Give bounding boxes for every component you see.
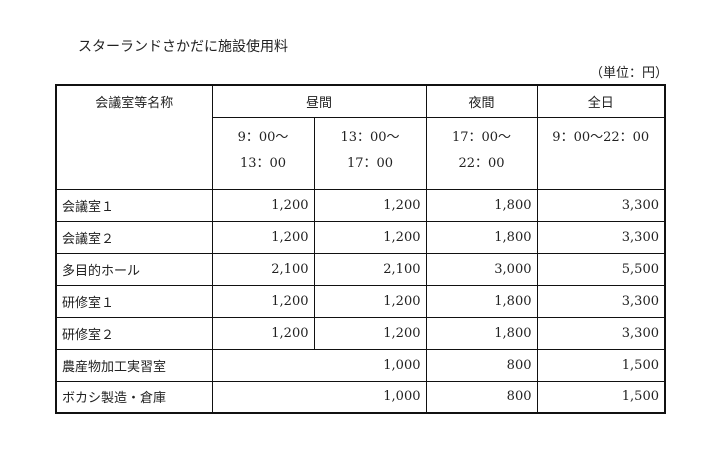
cell-allday: 3,300 xyxy=(536,316,666,350)
table-row: 多目的ホール 2,100 2,100 3,000 5,500 xyxy=(55,252,666,286)
header-name: 会議室等名称 xyxy=(55,84,213,190)
cell-night: 800 xyxy=(425,380,538,414)
table-row: 会議室１ 1,200 1,200 1,800 3,300 xyxy=(55,188,666,222)
cell-night: 800 xyxy=(425,348,538,382)
slot-end: 17：00 xyxy=(346,155,394,171)
cell-name: 農産物加工実習室 xyxy=(55,348,213,382)
cell-pm: 1,200 xyxy=(313,188,427,222)
cell-pm: 1,200 xyxy=(313,316,427,350)
slot-night: 17：00～ 22：00 xyxy=(425,116,538,190)
cell-night: 1,800 xyxy=(425,316,538,350)
table-row: 農産物加工実習室 1,000 800 1,500 xyxy=(55,348,666,382)
cell-allday: 1,500 xyxy=(536,380,666,414)
cell-daytime: 1,000 xyxy=(211,348,427,382)
cell-am: 1,200 xyxy=(211,220,315,254)
fee-table: 会議室等名称 昼間 夜間 全日 9：00～ 13：00 13：00～ 17：00 1… xyxy=(55,84,666,414)
slot-allday: 9：00～22：00 xyxy=(536,116,666,190)
cell-pm: 1,200 xyxy=(313,220,427,254)
slot-morning: 9：00～ 13：00 xyxy=(211,116,315,190)
table-row: 研修室２ 1,200 1,200 1,800 3,300 xyxy=(55,316,666,350)
header-allday: 全日 xyxy=(536,84,666,118)
cell-am: 1,200 xyxy=(211,316,315,350)
slot-end: 13：00 xyxy=(239,155,287,171)
slot-start: 17：00～ xyxy=(451,129,512,145)
header-slot-row: 9：00～ 13：00 13：00～ 17：00 17：00～ 22：00 9：00～… xyxy=(56,116,666,190)
cell-allday: 5,500 xyxy=(536,252,666,286)
cell-pm: 1,200 xyxy=(313,284,427,318)
cell-pm: 2,100 xyxy=(313,252,427,286)
table-row: 研修室１ 1,200 1,200 1,800 3,300 xyxy=(55,284,666,318)
unit-label: （単位：円） xyxy=(589,66,668,81)
page-title: スターランドさかだに施設使用料 xyxy=(78,39,288,55)
table-row: 会議室２ 1,200 1,200 1,800 3,300 xyxy=(55,220,666,254)
slot-end: 22：00 xyxy=(458,155,505,171)
cell-name: 多目的ホール xyxy=(55,252,213,286)
cell-night: 1,800 xyxy=(425,284,538,318)
cell-name: 会議室２ xyxy=(55,220,213,254)
cell-am: 1,200 xyxy=(211,284,315,318)
cell-am: 2,100 xyxy=(211,252,315,286)
slot-start: 9：00～ xyxy=(237,129,289,145)
header-night: 夜間 xyxy=(425,84,538,118)
table-row: ボカシ製造・倉庫 1,000 800 1,500 xyxy=(55,380,666,414)
cell-daytime: 1,000 xyxy=(211,380,427,414)
cell-name: ボカシ製造・倉庫 xyxy=(55,380,213,414)
cell-am: 1,200 xyxy=(211,188,315,222)
cell-allday: 1,500 xyxy=(536,348,666,382)
slot-start: 9：00～22：00 xyxy=(552,129,650,145)
cell-allday: 3,300 xyxy=(536,284,666,318)
cell-night: 1,800 xyxy=(425,220,538,254)
header-daytime: 昼間 xyxy=(211,84,427,118)
cell-name: 研修室１ xyxy=(55,284,213,318)
cell-allday: 3,300 xyxy=(536,220,666,254)
cell-allday: 3,300 xyxy=(536,188,666,222)
slot-afternoon: 13：00～ 17：00 xyxy=(313,116,427,190)
cell-name: 研修室２ xyxy=(55,316,213,350)
cell-night: 3,000 xyxy=(425,252,538,286)
cell-night: 1,800 xyxy=(425,188,538,222)
cell-name: 会議室１ xyxy=(55,188,213,222)
slot-start: 13：00～ xyxy=(340,129,400,145)
header-row: 会議室等名称 昼間 夜間 全日 xyxy=(55,84,666,190)
